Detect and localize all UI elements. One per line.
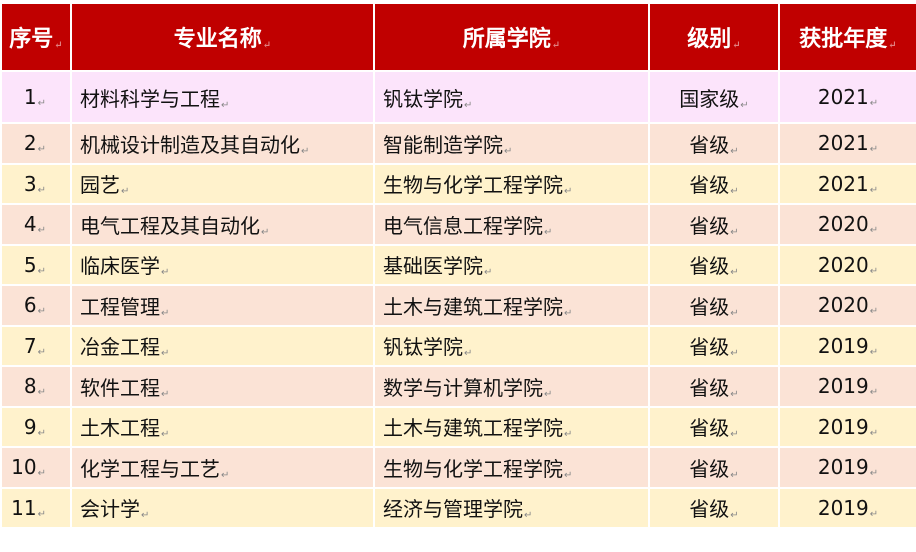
- header-college: 所属学院: [373, 2, 650, 72]
- cell-no: 10: [0, 446, 72, 489]
- cell-major: 临床医学: [70, 243, 375, 286]
- cell-college: 钒钛学院: [373, 324, 650, 367]
- cell-level: 国家级: [648, 70, 780, 124]
- cell-college: 土木与建筑工程学院: [373, 405, 650, 448]
- cell-level: 省级: [648, 405, 780, 448]
- cell-year: 2021: [778, 162, 916, 205]
- cell-no: 2: [0, 122, 72, 165]
- cell-no: 11: [0, 486, 72, 529]
- cell-level: 省级: [648, 203, 780, 246]
- cell-major: 材料科学与工程: [70, 70, 375, 124]
- cell-no: 8: [0, 365, 72, 408]
- table-row: 6工程管理土木与建筑工程学院省级2020: [0, 284, 916, 327]
- cell-college: 数学与计算机学院: [373, 365, 650, 408]
- cell-year: 2019: [778, 324, 916, 367]
- cell-level: 省级: [648, 446, 780, 489]
- table-row: 2机械设计制造及其自动化智能制造学院省级2021: [0, 122, 916, 165]
- table-row: 1材料科学与工程钒钛学院国家级2021: [0, 70, 916, 124]
- cell-year: 2019: [778, 446, 916, 489]
- cell-level: 省级: [648, 486, 780, 529]
- table-row: 5临床医学基础医学院省级2020: [0, 243, 916, 286]
- table-row: 9土木工程土木与建筑工程学院省级2019: [0, 405, 916, 448]
- cell-no: 7: [0, 324, 72, 367]
- cell-year: 2019: [778, 405, 916, 448]
- cell-no: 9: [0, 405, 72, 448]
- cell-college: 土木与建筑工程学院: [373, 284, 650, 327]
- table-row: 11会计学经济与管理学院省级2019: [0, 486, 916, 529]
- cell-no: 1: [0, 70, 72, 124]
- cell-level: 省级: [648, 324, 780, 367]
- cell-college: 智能制造学院: [373, 122, 650, 165]
- cell-level: 省级: [648, 284, 780, 327]
- cell-college: 钒钛学院: [373, 70, 650, 124]
- cell-no: 3: [0, 162, 72, 205]
- header-no: 序号: [0, 2, 72, 72]
- table-row: 3园艺生物与化学工程学院省级2021: [0, 162, 916, 205]
- header-year: 获批年度: [778, 2, 916, 72]
- cell-major: 机械设计制造及其自动化: [70, 122, 375, 165]
- cell-major: 软件工程: [70, 365, 375, 408]
- table-row: 4电气工程及其自动化电气信息工程学院省级2020: [0, 203, 916, 246]
- cell-major: 电气工程及其自动化: [70, 203, 375, 246]
- table-row: 7冶金工程钒钛学院省级2019: [0, 324, 916, 367]
- cell-no: 5: [0, 243, 72, 286]
- header-major: 专业名称: [70, 2, 375, 72]
- cell-college: 经济与管理学院: [373, 486, 650, 529]
- cell-year: 2020: [778, 284, 916, 327]
- cell-no: 6: [0, 284, 72, 327]
- cell-year: 2019: [778, 486, 916, 529]
- cell-level: 省级: [648, 243, 780, 286]
- table-row: 8软件工程数学与计算机学院省级2019: [0, 365, 916, 408]
- cell-year: 2020: [778, 243, 916, 286]
- cell-major: 园艺: [70, 162, 375, 205]
- header-row: 序号 专业名称 所属学院 级别 获批年度: [0, 2, 916, 72]
- cell-year: 2019: [778, 365, 916, 408]
- cell-no: 4: [0, 203, 72, 246]
- cell-college: 生物与化学工程学院: [373, 162, 650, 205]
- cell-college: 基础医学院: [373, 243, 650, 286]
- majors-table: 序号 专业名称 所属学院 级别 获批年度 1材料科学与工程钒钛学院国家级2021…: [0, 2, 916, 529]
- cell-year: 2021: [778, 122, 916, 165]
- cell-major: 冶金工程: [70, 324, 375, 367]
- cell-major: 土木工程: [70, 405, 375, 448]
- header-level: 级别: [648, 2, 780, 72]
- cell-college: 电气信息工程学院: [373, 203, 650, 246]
- cell-level: 省级: [648, 365, 780, 408]
- cell-year: 2021: [778, 70, 916, 124]
- cell-college: 生物与化学工程学院: [373, 446, 650, 489]
- cell-level: 省级: [648, 122, 780, 165]
- table-row: 10化学工程与工艺生物与化学工程学院省级2019: [0, 446, 916, 489]
- cell-level: 省级: [648, 162, 780, 205]
- cell-year: 2020: [778, 203, 916, 246]
- cell-major: 化学工程与工艺: [70, 446, 375, 489]
- cell-major: 工程管理: [70, 284, 375, 327]
- cell-major: 会计学: [70, 486, 375, 529]
